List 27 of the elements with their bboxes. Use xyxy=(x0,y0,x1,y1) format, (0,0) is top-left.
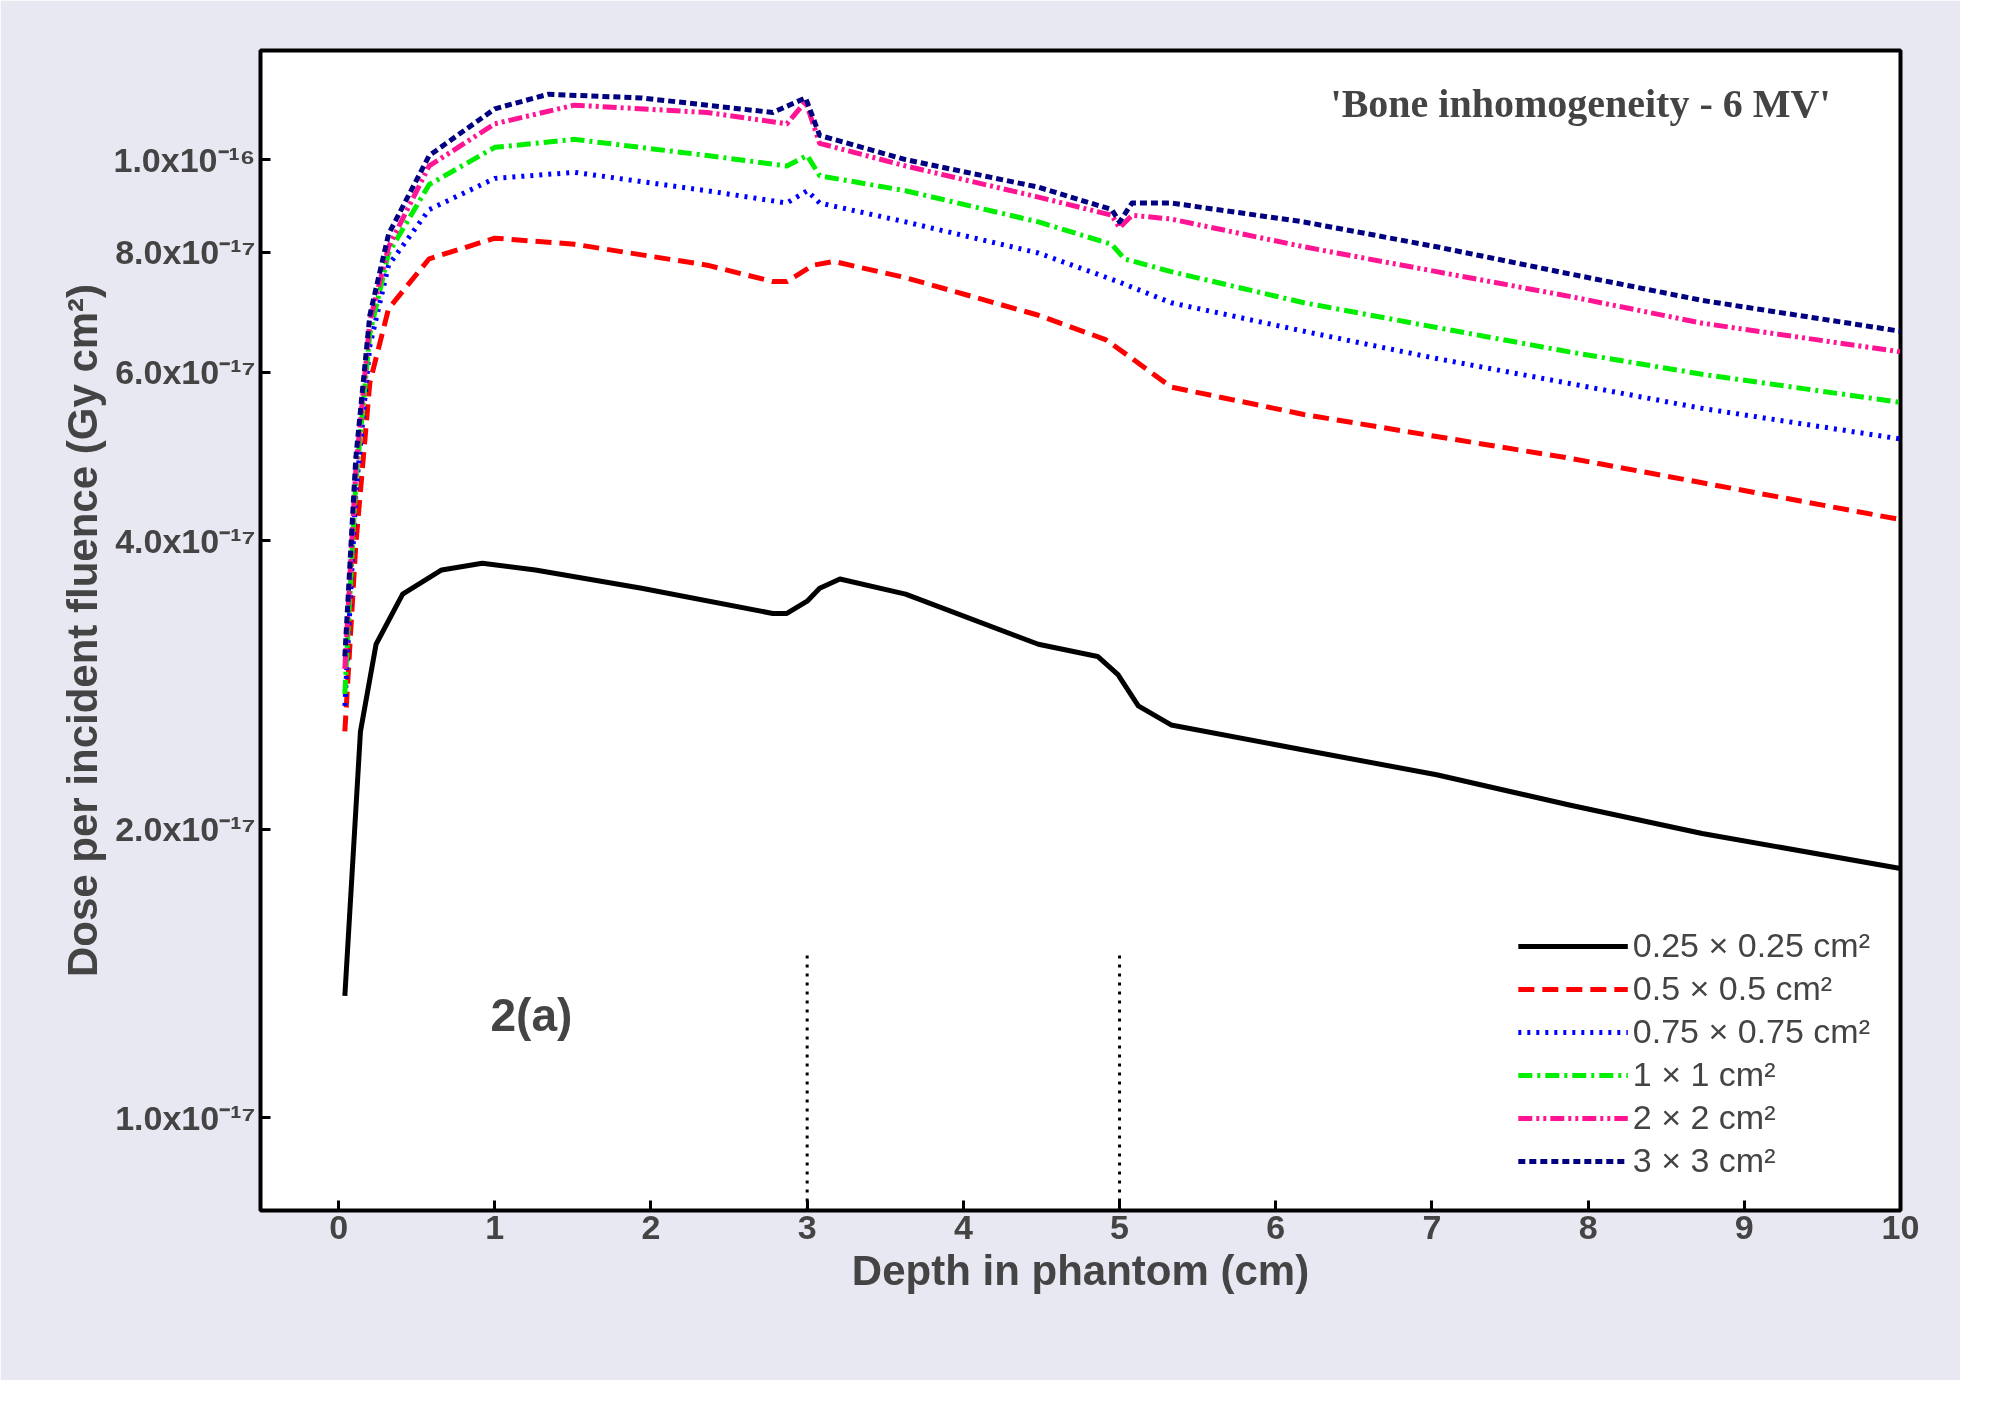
x-tick-label: 2 xyxy=(641,1207,661,1246)
x-tick-label: 4 xyxy=(953,1207,973,1246)
y-tick-label: 6.0x10⁻¹⁷ xyxy=(115,353,256,392)
x-tick-label: 9 xyxy=(1734,1207,1754,1246)
x-tick-label: 0 xyxy=(329,1207,349,1246)
annotation: 'Bone inhomogeneity - 6 MV' xyxy=(1330,80,1831,126)
legend-label: 3 × 3 cm² xyxy=(1632,1141,1776,1180)
legend-label: 0.75 × 0.75 cm² xyxy=(1632,1012,1870,1051)
x-tick-label: 10 xyxy=(1881,1207,1920,1246)
y-tick-label: 1.0x10⁻¹⁶ xyxy=(113,140,256,179)
x-tick-label: 8 xyxy=(1578,1207,1598,1246)
y-tick-label: 8.0x10⁻¹⁷ xyxy=(115,233,256,272)
legend-label: 2 × 2 cm² xyxy=(1632,1098,1776,1137)
annotation: 2(a) xyxy=(490,988,573,1041)
x-tick-label: 3 xyxy=(797,1207,817,1246)
legend-label: 0.25 × 0.25 cm² xyxy=(1632,926,1870,965)
x-tick-label: 1 xyxy=(485,1207,505,1246)
x-tick-label: 7 xyxy=(1422,1207,1442,1246)
x-axis-title: Depth in phantom (cm) xyxy=(851,1246,1310,1294)
y-tick-label: 2.0x10⁻¹⁷ xyxy=(115,810,256,849)
x-tick-label: 6 xyxy=(1266,1207,1286,1246)
y-axis-title: Dose per incident fluence (Gy cm²) xyxy=(58,283,106,978)
x-tick-label: 5 xyxy=(1110,1207,1130,1246)
y-tick-label: 1.0x10⁻¹⁷ xyxy=(115,1098,256,1137)
legend-label: 1 × 1 cm² xyxy=(1632,1055,1776,1094)
legend-label: 0.5 × 0.5 cm² xyxy=(1632,969,1833,1008)
y-tick-label: 4.0x10⁻¹⁷ xyxy=(115,521,256,560)
